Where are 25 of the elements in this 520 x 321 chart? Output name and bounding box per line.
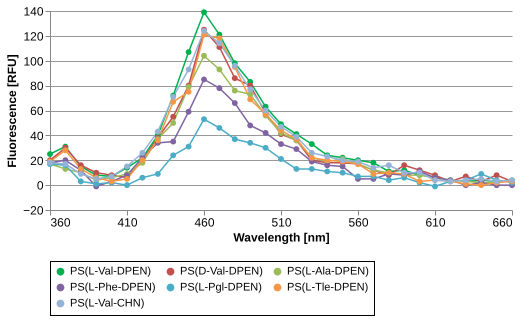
y-axis-title: Fluorescence [RFU] [5,54,20,168]
y-tick-label: 40 [30,128,44,143]
y-tick-label: 80 [30,79,44,94]
y-tick-label: 20 [30,154,44,168]
legend-label: PS(L-Phe-DPEN) [70,282,156,294]
legend-label: PS(L-Ala-DPEN) [287,266,369,278]
x-tick-label: 410 [117,216,138,230]
y-tick-label: 140 [23,4,44,18]
x-axis-title: Wavelength [nm] [233,230,330,244]
y-tick-label: 60 [30,104,44,118]
x-tick-label: 510 [271,216,292,230]
legend-label: PS(L-Pgl-DPEN) [180,282,262,294]
legend-label: PS(D-Val-DPEN) [180,266,263,278]
legend-label: PS(L-Tle-DPEN) [287,282,368,294]
y-tick-label: 120 [23,29,44,44]
legend-label: PS(L-Val-CHN) [70,298,144,310]
legend-label: PS(L-Val-DPEN) [70,266,152,278]
x-tick-label: 610 [425,216,446,230]
x-tick-label: 360 [50,216,71,230]
y-tick-label: 100 [23,54,44,68]
y-tick-label: −20 [23,204,44,218]
x-tick-label: 660 [492,216,513,230]
x-tick-label: 560 [348,216,369,230]
x-tick-label: 460 [194,216,215,230]
y-tick-label: 0 [36,178,44,193]
